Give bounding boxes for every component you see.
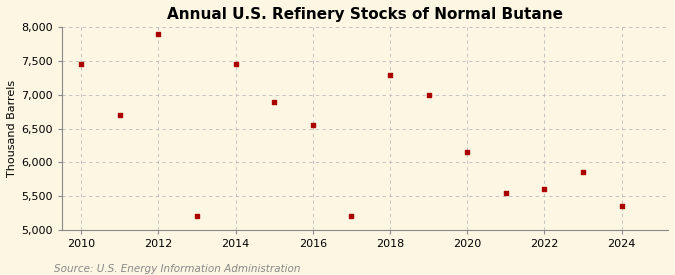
Point <box>153 32 164 36</box>
Point <box>192 214 202 218</box>
Point <box>616 204 627 208</box>
Title: Annual U.S. Refinery Stocks of Normal Butane: Annual U.S. Refinery Stocks of Normal Bu… <box>167 7 563 22</box>
Y-axis label: Thousand Barrels: Thousand Barrels <box>7 80 17 177</box>
Point <box>307 123 318 127</box>
Point <box>500 191 511 195</box>
Point <box>385 72 396 77</box>
Point <box>346 214 357 218</box>
Point <box>269 99 279 104</box>
Point <box>114 113 125 117</box>
Point <box>76 62 86 67</box>
Point <box>539 187 550 191</box>
Text: Source: U.S. Energy Information Administration: Source: U.S. Energy Information Administ… <box>54 264 300 274</box>
Point <box>230 62 241 67</box>
Point <box>423 93 434 97</box>
Point <box>462 150 472 154</box>
Point <box>578 170 589 175</box>
